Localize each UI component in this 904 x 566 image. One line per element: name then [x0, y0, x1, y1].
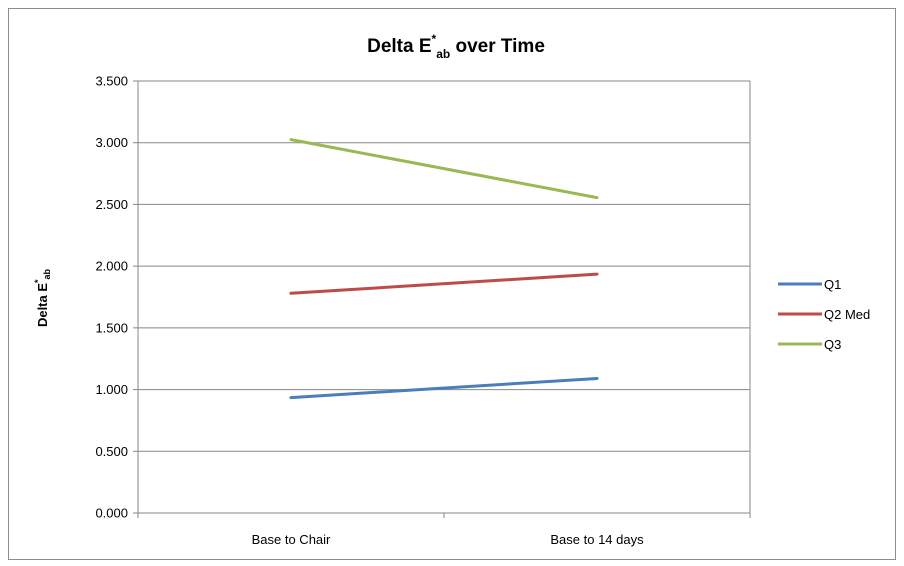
y-axis-label: Delta E*ab	[33, 268, 52, 327]
y-tick-label: 2.000	[95, 259, 128, 274]
y-axis-label-main: Delta E	[35, 283, 50, 327]
y-tick-label: 2.500	[95, 197, 128, 212]
chart-title-main: Delta E	[367, 36, 431, 57]
chart-title-sup: *	[432, 32, 437, 46]
y-tick-label: 3.500	[95, 74, 128, 89]
legend-label: Q2 Med	[824, 307, 870, 322]
chart-title-sub: ab	[436, 47, 450, 61]
series-lines	[289, 138, 599, 400]
chart-title-rest: over Time	[450, 36, 545, 57]
series-line-q2-med	[289, 272, 599, 295]
series-line-q3	[289, 138, 599, 200]
legend-label: Q1	[824, 277, 841, 292]
legend-label: Q3	[824, 337, 841, 352]
x-tick-label: Base to Chair	[252, 532, 331, 547]
x-tick-label: Base to 14 days	[550, 532, 644, 547]
y-tick-label: 0.000	[95, 506, 128, 521]
y-axis-label-sub: ab	[42, 268, 52, 279]
y-axis-label-sup: *	[33, 279, 43, 283]
chart-title: Delta E*ab over Time	[367, 32, 545, 61]
y-tick-label: 1.500	[95, 320, 128, 335]
x-tick-labels: Base to Chair Base to 14 days	[252, 532, 644, 547]
legend: Q1 Q2 Med Q3	[778, 277, 870, 352]
y-tick-label: 3.000	[95, 135, 128, 150]
gridlines	[138, 80, 750, 452]
axes	[133, 80, 751, 518]
y-tick-labels: 0.000 0.500 1.000 1.500 2.000 2.500 3.000 3.500	[95, 74, 128, 521]
series-line-q1	[289, 376, 599, 400]
y-tick-label: 1.000	[95, 382, 128, 397]
y-tick-label: 0.500	[95, 444, 128, 459]
